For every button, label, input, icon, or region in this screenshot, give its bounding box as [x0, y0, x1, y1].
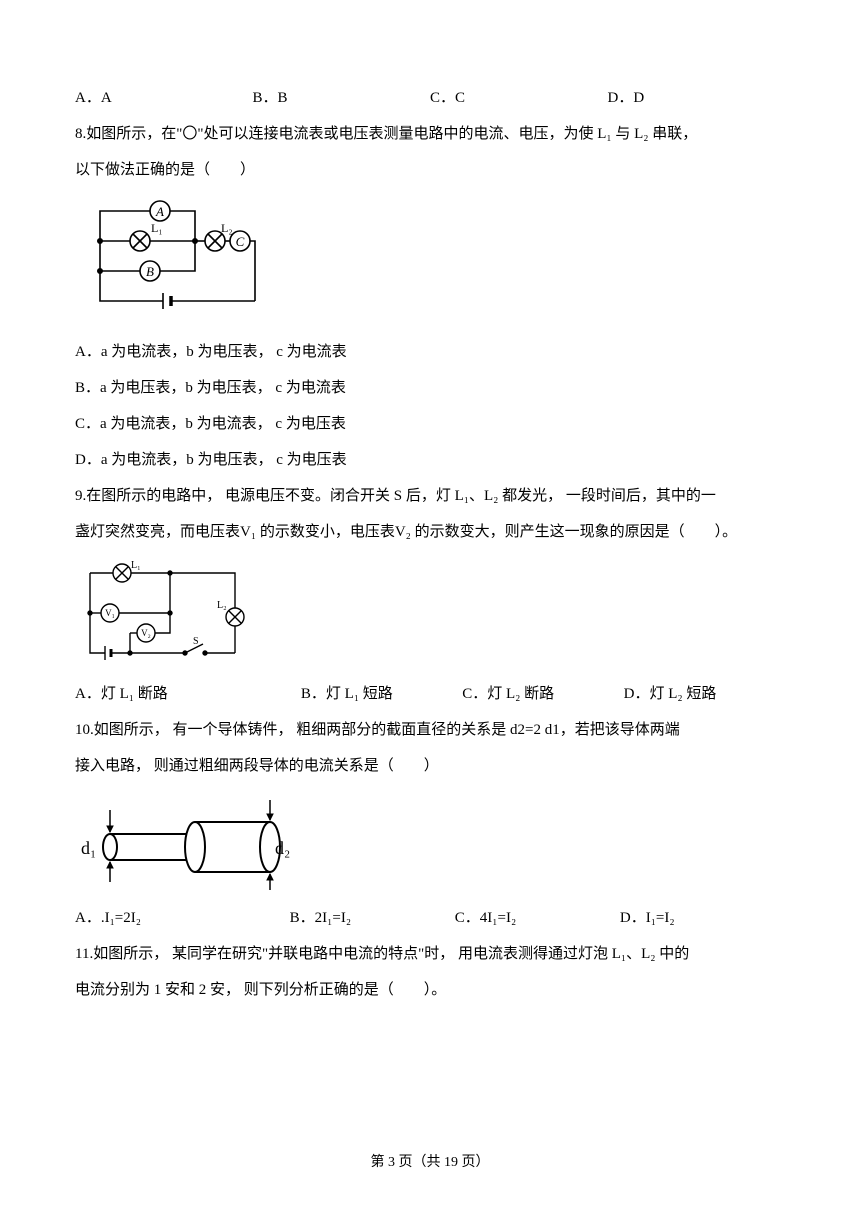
q7-options: A．A B．B C．C D．D: [75, 80, 785, 116]
q11-stem-line1: 11.如图所示， 某同学在研究"并联电路中电流的特点"时， 用电流表测得通过灯泡…: [75, 936, 785, 972]
q7-opt-b: B．B: [253, 80, 431, 116]
q8-stem-line1: 8.如图所示，在"〇"处可以连接电流表或电压表测量电路中的电流、电压，为使 L₁…: [75, 116, 785, 152]
circuit-label-l2: L₂: [221, 221, 233, 235]
q9-circuit-figure: L₁ V₁ V₂ L₂ S: [75, 558, 785, 668]
q8-opt-a: A．a 为电流表，b 为电压表， c 为电流表: [75, 334, 785, 370]
q8-opt-d: D．a 为电流表，b 为电压表， c 为电压表: [75, 442, 785, 478]
q10-stem-line2: 接入电路， 则通过粗细两段导体的电流关系是（ ）: [75, 748, 785, 784]
q10-d1: d₁: [81, 838, 96, 858]
q9-v2: V₂: [141, 628, 151, 638]
q9-opt-c: C．灯 L₂ 断路: [462, 676, 623, 712]
q7-opt-c: C．C: [430, 80, 608, 116]
q9-l2: L₂: [217, 600, 227, 611]
q8-opt-c: C．a 为电流表，b 为电流表， c 为电压表: [75, 406, 785, 442]
q8-stem-line2: 以下做法正确的是（ ）: [75, 152, 785, 188]
page-footer: 第 3 页（共 19 页）: [0, 1146, 860, 1180]
circuit-label-a: A: [155, 204, 164, 219]
q9-opt-b: B．灯 L₁ 短路: [301, 676, 462, 712]
q9-options: A．灯 L₁ 断路 B．灯 L₁ 短路 C．灯 L₂ 断路 D．灯 L₂ 短路: [75, 676, 785, 712]
q10-conductor-figure: d₁ d₂: [75, 792, 785, 892]
circuit-label-l1: L₁: [151, 221, 163, 235]
q9-v1: V₁: [105, 608, 115, 618]
q9-stem-line1: 9.在图所示的电路中， 电源电压不变。闭合开关 S 后，灯 L₁、L₂ 都发光，…: [75, 478, 785, 514]
q10-d2: d₂: [275, 838, 290, 858]
q8-opt-b: B．a 为电压表，b 为电压表， c 为电流表: [75, 370, 785, 406]
q9-stem-line2: 盏灯突然变亮，而电压表V₁ 的示数变小，电压表V₂ 的示数变大，则产生这一现象的…: [75, 514, 785, 550]
q10-opt-d: D．I₁=I₂: [620, 900, 785, 936]
q9-opt-d: D．灯 L₂ 短路: [624, 676, 785, 712]
q7-opt-d: D．D: [608, 80, 786, 116]
q9-l1: L₁: [131, 560, 141, 571]
q10-options: A．.I₁=2I₂ B．2I₁=I₂ C．4I₁=I₂ D．I₁=I₂: [75, 900, 785, 936]
circuit-label-b: B: [146, 264, 154, 279]
circuit-label-c: C: [236, 234, 245, 249]
q10-opt-b: B．2I₁=I₂: [290, 900, 455, 936]
q9-s: S: [193, 636, 199, 647]
q9-opt-a: A．灯 L₁ 断路: [75, 676, 301, 712]
q10-stem-line1: 10.如图所示， 有一个导体铸件， 粗细两部分的截面直径的关系是 d2=2 d1…: [75, 712, 785, 748]
q7-opt-a: A．A: [75, 80, 253, 116]
q10-opt-a: A．.I₁=2I₂: [75, 900, 290, 936]
q11-stem-line2: 电流分别为 1 安和 2 安， 则下列分析正确的是（ ）。: [75, 972, 785, 1008]
q10-opt-c: C．4I₁=I₂: [455, 900, 620, 936]
q8-circuit-figure: A B C L₁ L₂: [75, 196, 785, 326]
